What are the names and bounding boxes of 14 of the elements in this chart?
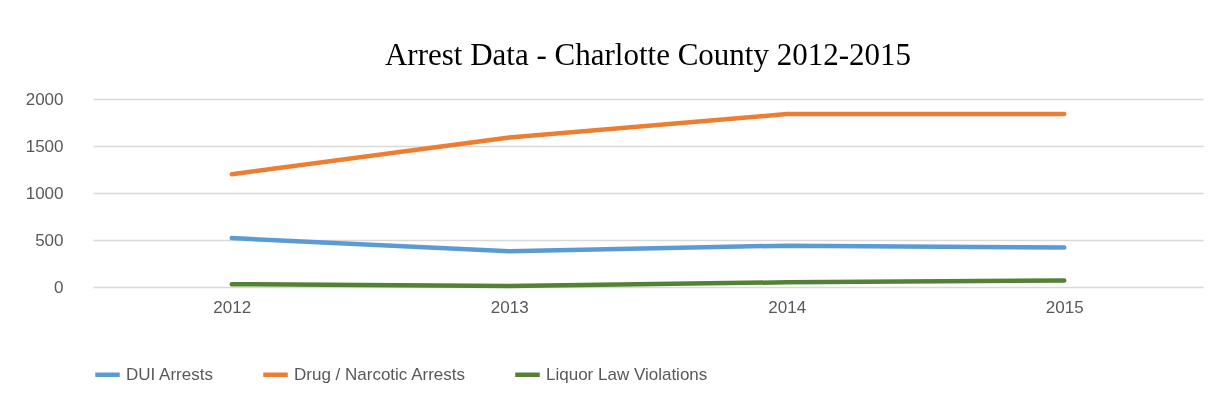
legend-label: DUI Arrests (126, 364, 213, 384)
line-series (229, 235, 1067, 254)
x-tick-label: 2013 (490, 297, 529, 317)
legend-label: Liquor Law Violations (546, 364, 708, 384)
y-tick-label: 500 (35, 230, 64, 250)
x-tick-label: 2012 (213, 297, 252, 317)
y-tick-label: 1000 (25, 183, 64, 203)
y-tick-label: 1500 (25, 136, 64, 156)
legend-label: Drug / Narcotic Arrests (294, 364, 465, 384)
y-tick-label: 2000 (25, 89, 64, 109)
chart-title: Arrest Data - Charlotte County 2012-2015 (384, 37, 912, 72)
x-tick-label: 2014 (768, 297, 807, 317)
x-tick-label: 2015 (1045, 297, 1084, 317)
y-tick-label: 0 (54, 277, 64, 297)
